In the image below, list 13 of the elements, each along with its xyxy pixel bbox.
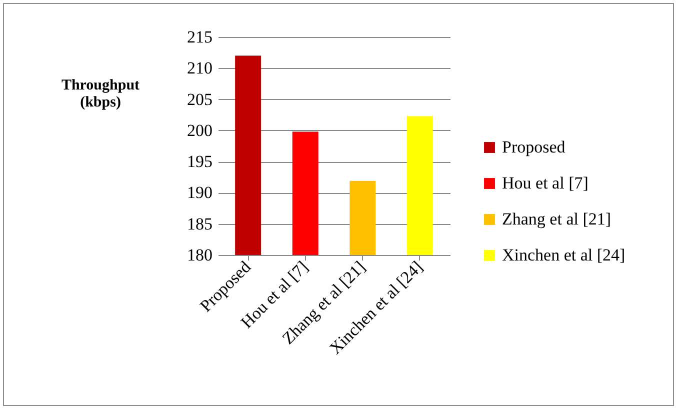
y-tick-label: 185 [187, 214, 212, 234]
y-axis-title: Throughput (kbps) [61, 78, 140, 110]
legend-label: Hou et al [7] [502, 174, 588, 192]
y-tick-label: 205 [187, 90, 212, 109]
legend-label: Zhang et al [21] [502, 210, 612, 228]
y-tick-label: 215 [187, 28, 212, 46]
legend-label: Proposed [502, 138, 566, 156]
y-tick-label: 210 [187, 58, 212, 78]
y-tick-label: 190 [187, 183, 212, 202]
y-tick-label: 195 [187, 152, 212, 172]
y-tick-label: 200 [187, 120, 212, 140]
legend-label: Xinchen et al [24] [502, 246, 626, 264]
y-tick-label: 180 [187, 246, 212, 264]
